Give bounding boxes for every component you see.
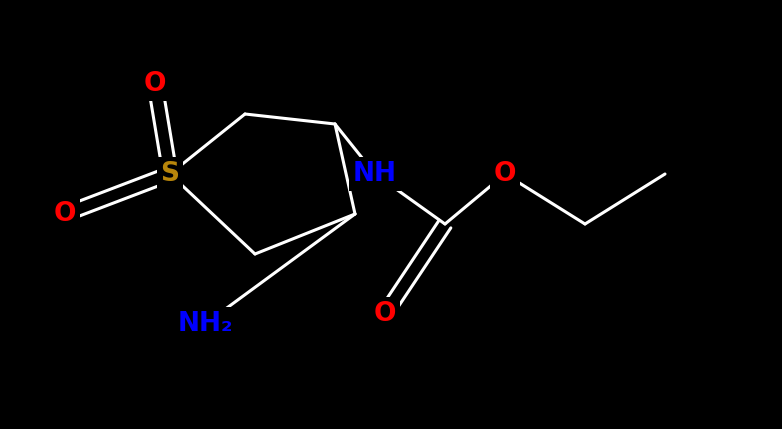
- Text: O: O: [54, 201, 77, 227]
- Text: O: O: [374, 301, 396, 327]
- Text: NH₂: NH₂: [178, 311, 233, 337]
- Text: O: O: [144, 71, 167, 97]
- Text: O: O: [493, 161, 516, 187]
- Text: S: S: [160, 161, 180, 187]
- Text: NH: NH: [353, 161, 397, 187]
